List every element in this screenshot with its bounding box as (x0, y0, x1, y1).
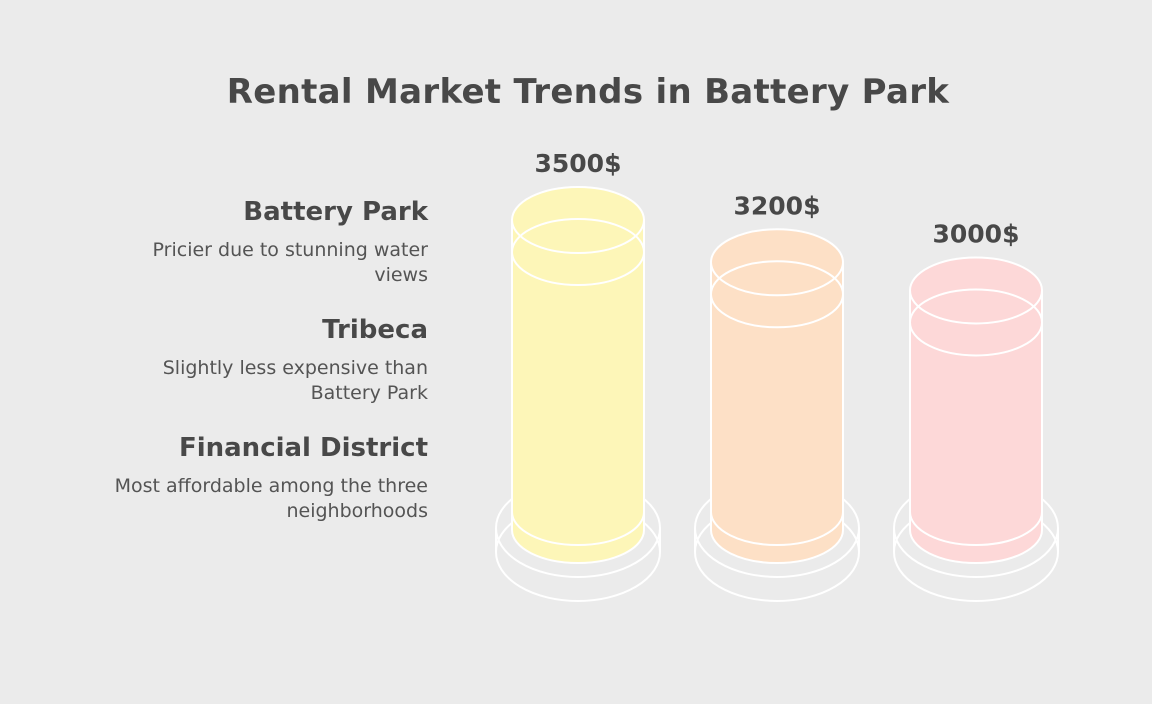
legend-description: Pricier due to stunning water views (152, 239, 428, 286)
legend-name: Financial District (178, 433, 428, 463)
legend-item-financial-district: Financial District Most affordable among… (110, 428, 428, 524)
chart-title: Rental Market Trends in Battery Park (226, 72, 950, 112)
cylinder-inner-bottom (909, 511, 1043, 546)
liquid-surface (909, 288, 1043, 357)
legend-description: Slightly less expensive than Battery Par… (162, 357, 428, 404)
bar-battery-park: 3500$ (495, 149, 661, 602)
legend-name: Tribeca (322, 315, 428, 345)
value-label: 3500$ (535, 149, 622, 178)
cylinder-body (909, 289, 1043, 564)
cylinder-bar-chart: 3500$ 3200$ 3000$ (495, 149, 1059, 602)
legend-item-battery-park: Battery Park Pricier due to stunning wat… (110, 192, 428, 288)
cylinder-body (710, 261, 844, 564)
liquid-surface (511, 218, 645, 286)
cylinder-inner-bottom (710, 511, 844, 546)
legend-name: Battery Park (243, 197, 428, 227)
cylinder-body (511, 219, 645, 564)
cylinder-inner-bottom (511, 511, 645, 546)
legend-item-tribeca: Tribeca Slightly less expensive than Bat… (110, 310, 428, 406)
legend-description: Most affordable among the three neighbor… (114, 475, 428, 522)
value-label: 3000$ (933, 219, 1020, 248)
bar-tribeca: 3200$ (694, 191, 860, 602)
bar-financial-district: 3000$ (893, 219, 1059, 602)
liquid-surface (710, 260, 844, 329)
value-label: 3200$ (734, 191, 821, 220)
neighborhood-legend: Battery Park Pricier due to stunning wat… (110, 192, 428, 546)
